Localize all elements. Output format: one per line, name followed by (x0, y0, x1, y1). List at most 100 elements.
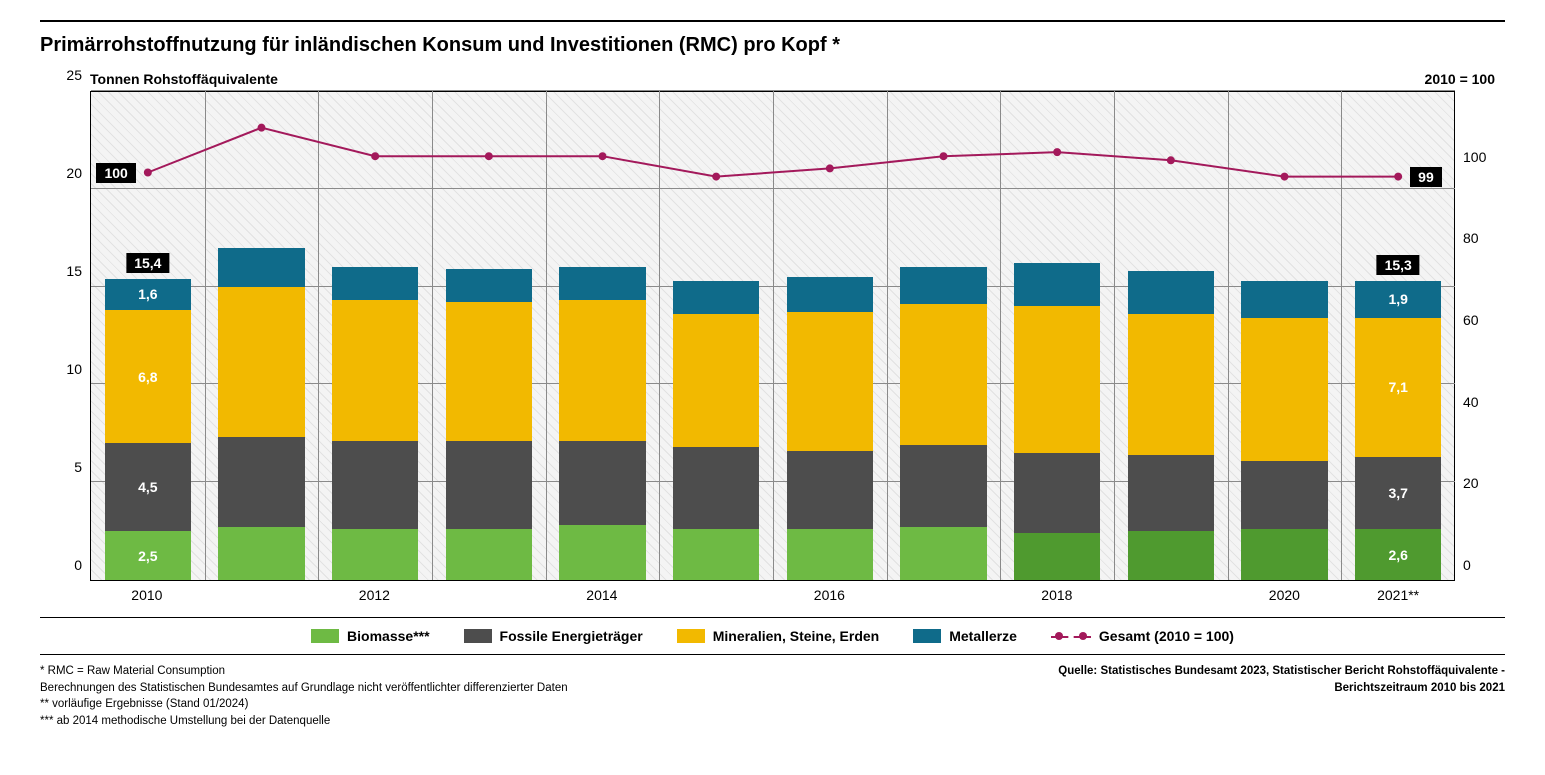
y-left-tick: 25 (66, 67, 82, 83)
bar-segment-mineral (1241, 318, 1327, 461)
bar-column (205, 91, 319, 580)
bar-segment-mineral (787, 312, 873, 451)
legend-label: Fossile Energieträger (500, 628, 643, 644)
x-tick (1114, 587, 1228, 603)
stacked-bar (559, 267, 645, 580)
bar-column (1000, 91, 1114, 580)
bar-segment-fossil (559, 441, 645, 525)
bar-column (659, 91, 773, 580)
y-right-tick: 20 (1463, 475, 1479, 491)
bar-segment-mineral (900, 304, 986, 445)
legend-swatch (677, 629, 705, 643)
bar-segment-fossil (673, 447, 759, 529)
stacked-bar (218, 248, 304, 580)
legend-item: Metallerze (913, 628, 1017, 644)
legend-item: Gesamt (2010 = 100) (1051, 628, 1234, 644)
bar-column: 2,63,77,11,915,3 (1341, 91, 1455, 580)
bar-segment-metall (1241, 281, 1327, 318)
bar-segment-fossil (1241, 461, 1327, 529)
bar-segment-biomasse (332, 529, 418, 580)
x-tick: 2012 (318, 587, 432, 603)
legend-item: Biomasse*** (311, 628, 430, 644)
stacked-bar: 2,6 3,7 7,1 1,9 (1355, 281, 1441, 580)
bar-segment-metall: 1,6 (105, 279, 191, 310)
bar-segment-metall (1128, 271, 1214, 314)
bar-segment-biomasse (900, 527, 986, 580)
x-tick: 2016 (773, 587, 887, 603)
bar-segment-mineral (1014, 306, 1100, 453)
bar-column (1114, 91, 1228, 580)
stacked-bar (1128, 271, 1214, 580)
bar-segment-mineral: 7,1 (1355, 318, 1441, 457)
bar-segment-mineral (332, 300, 418, 441)
bar-segment-metall (559, 267, 645, 300)
bar-column (887, 91, 1001, 580)
bar-segment-biomasse (673, 529, 759, 580)
y-right-tick: 60 (1463, 312, 1479, 328)
bar-segment-metall (332, 267, 418, 300)
y-right-label: 2010 = 100 (1425, 71, 1495, 87)
segment-value-label: 6,8 (138, 369, 157, 385)
rule-mid (40, 617, 1505, 618)
bar-segment-mineral (446, 302, 532, 441)
legend-label: Mineralien, Steine, Erden (713, 628, 880, 644)
bar-column: 2,54,56,81,615,4 (91, 91, 205, 580)
axis-labels-row: Tonnen Rohstoffäquivalente 2010 = 100 (40, 71, 1505, 91)
bar-segment-biomasse (218, 527, 304, 580)
bar-segment-metall (1014, 263, 1100, 306)
stacked-bar (900, 267, 986, 580)
legend-swatch (464, 629, 492, 643)
legend-item: Fossile Energieträger (464, 628, 643, 644)
stacked-bar (1014, 263, 1100, 580)
y-right-tick: 80 (1463, 230, 1479, 246)
bar-segment-metall (446, 269, 532, 302)
x-tick: 2014 (545, 587, 659, 603)
legend-swatch (913, 629, 941, 643)
bar-segment-metall (218, 248, 304, 287)
bar-segment-fossil (332, 441, 418, 529)
segment-value-label: 2,6 (1388, 547, 1407, 563)
bar-segment-fossil (218, 437, 304, 527)
bar-segment-fossil (787, 451, 873, 529)
x-tick (431, 587, 545, 603)
x-tick: 2021** (1341, 587, 1455, 603)
x-tick (886, 587, 1000, 603)
x-tick (659, 587, 773, 603)
bar-segment-biomasse (446, 529, 532, 580)
bar-segment-mineral (218, 287, 304, 438)
bar-segment-fossil: 3,7 (1355, 457, 1441, 529)
segment-value-label: 4,5 (138, 479, 157, 495)
bar-segment-mineral (1128, 314, 1214, 455)
legend-line-swatch (1051, 629, 1091, 643)
y-right-tick: 0 (1463, 557, 1471, 573)
bar-segment-metall (673, 281, 759, 314)
legend-swatch (311, 629, 339, 643)
plot-area: 2,54,56,81,615,42,63,77,11,915,3 10099 (90, 91, 1455, 581)
bar-segment-biomasse: 2,6 (1355, 529, 1441, 580)
segment-value-label: 2,5 (138, 548, 157, 564)
stacked-bar: 2,5 4,5 6,8 1,6 (105, 279, 191, 580)
footnotes-right: Quelle: Statistisches Bundesamt 2023, St… (1058, 663, 1505, 730)
bar-segment-mineral: 6,8 (105, 310, 191, 443)
x-tick (204, 587, 318, 603)
bar-segment-mineral (559, 300, 645, 441)
bar-column (546, 91, 660, 580)
bar-column (773, 91, 887, 580)
bar-segment-biomasse (1128, 531, 1214, 580)
segment-value-label: 1,9 (1388, 291, 1407, 307)
y-left-tick: 0 (74, 557, 82, 573)
bar-column (318, 91, 432, 580)
stacked-bar (673, 281, 759, 580)
bar-segment-biomasse (787, 529, 873, 580)
stacked-bar (1241, 281, 1327, 580)
y-axis-right: 020406080100 (1455, 91, 1505, 581)
x-axis: 2010201220142016201820202021** (40, 587, 1505, 603)
y-left-label: Tonnen Rohstoffäquivalente (90, 71, 278, 87)
legend-label: Gesamt (2010 = 100) (1099, 628, 1234, 644)
bar-segment-metall (787, 277, 873, 312)
bar-segment-biomasse (1014, 533, 1100, 580)
chart-title: Primärrohstoffnutzung für inländischen K… (40, 34, 1505, 57)
bars-layer: 2,54,56,81,615,42,63,77,11,915,3 (91, 91, 1455, 580)
segment-value-label: 3,7 (1388, 485, 1407, 501)
stacked-bar (446, 269, 532, 580)
